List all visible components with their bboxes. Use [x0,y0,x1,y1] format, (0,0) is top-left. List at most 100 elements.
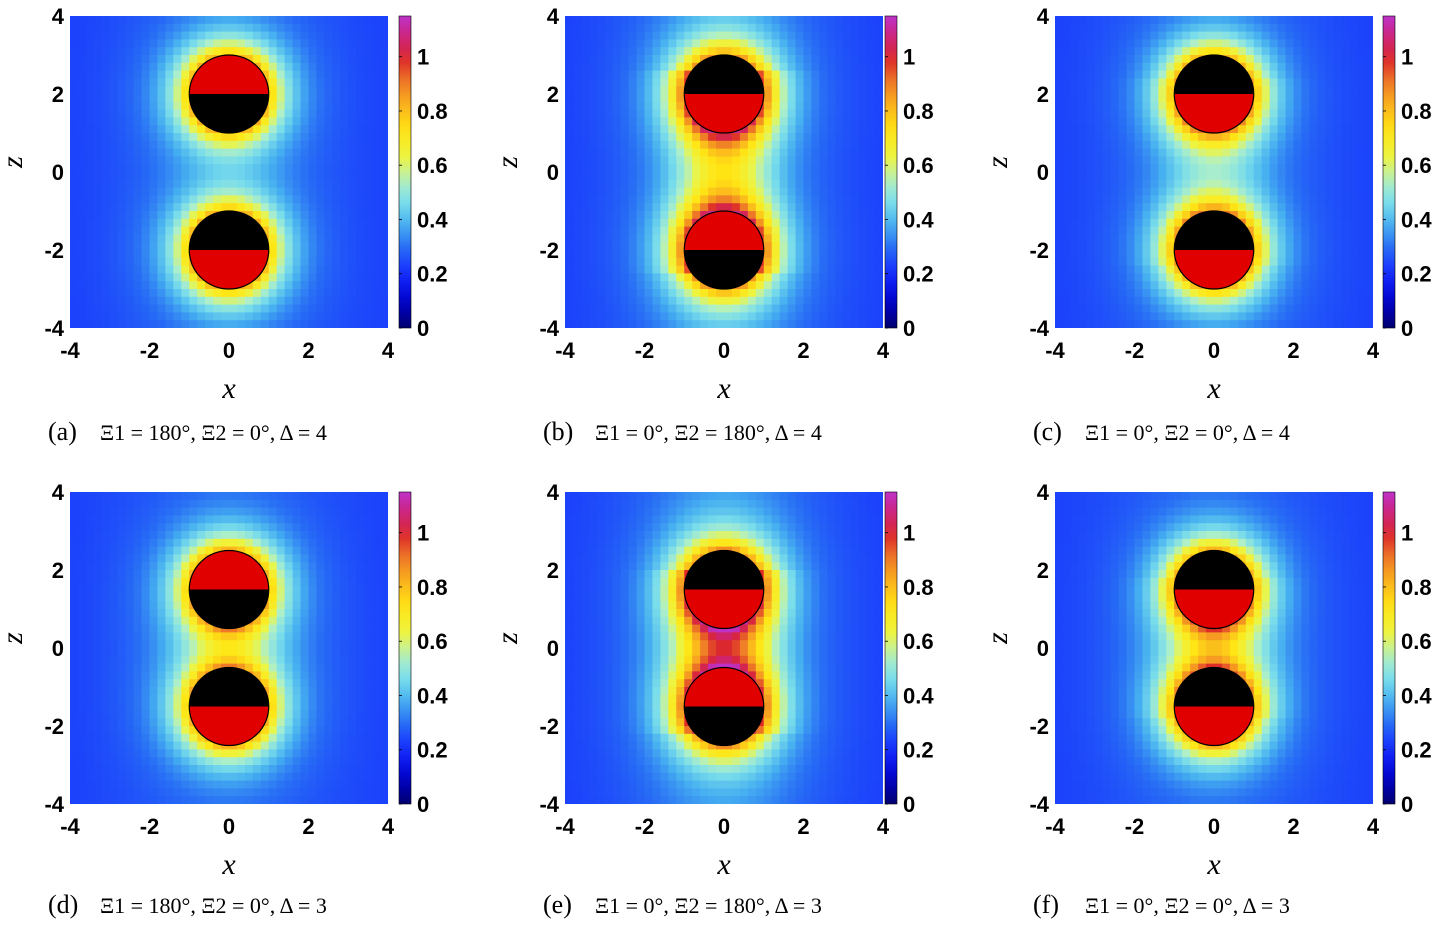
heatmap-cell [300,211,310,220]
heatmap-cell [859,133,868,142]
heatmap-cell [1309,211,1318,220]
heatmap-cell [1055,211,1064,220]
heatmap-cell [676,296,685,306]
heatmap-cell [660,140,669,150]
heatmap-cell [1110,289,1120,298]
heatmap-cell [356,39,365,48]
heatmap-cell [252,47,262,56]
heatmap-cell [348,289,357,298]
heatmap-cell [1062,78,1072,87]
heatmap-cell [109,94,119,103]
heatmap-cell [1365,148,1373,157]
heatmap-cell [731,148,741,157]
heatmap-cell [1150,164,1159,173]
heatmap-cell [628,304,638,313]
heatmap-cell [1142,164,1151,173]
heatmap-cell [1078,172,1088,181]
heatmap-cell [787,164,797,173]
heatmap-cell [787,47,797,56]
heatmap-cell [1070,55,1080,64]
heatmap-cell [1277,172,1287,181]
heatmap-cell [1229,125,1239,134]
heatmap-cell [771,156,781,165]
heatmap-cell [70,515,79,524]
heatmap-cell [739,164,749,173]
heatmap-cell [380,62,388,72]
heatmap-cell [859,265,868,274]
heatmap-cell [763,23,773,33]
heatmap-cell [771,179,781,189]
heatmap-cell [1118,148,1128,157]
heatmap-cell [604,156,614,165]
heatmap-cell [1365,164,1373,173]
heatmap-cell [165,62,174,72]
heatmap-cell [588,164,598,173]
heatmap-cell [580,265,590,274]
heatmap-cell [1301,86,1310,95]
heatmap-cell [644,39,654,48]
heatmap-cell [843,78,852,87]
heatmap-cell [1357,273,1366,282]
heatmap-cell [1261,55,1271,64]
heatmap-cell [149,47,159,56]
heatmap-cell [1094,62,1104,72]
heatmap-cell [811,265,820,274]
heatmap-cell [1182,164,1191,173]
heatmap-cell [189,179,198,189]
heatmap-cell [1253,23,1263,33]
heatmap-cell [827,273,836,282]
heatmap-cell [1365,172,1373,181]
heatmap-cell [1142,78,1151,87]
heatmap-cell [260,156,270,165]
colorbar-gradient [1382,15,1396,329]
heatmap-cell [189,187,198,196]
heatmap-cell [1293,125,1303,134]
heatmap-cell [1269,304,1279,313]
heatmap-cell [1150,218,1159,228]
heatmap-cell [851,117,860,126]
heatmap-cell [1269,265,1279,274]
heatmap-cell [316,101,325,111]
heatmap-cell [1317,211,1326,220]
heatmap-cell [596,320,606,328]
heatmap-cell [1341,78,1350,87]
heatmap-cell [565,101,574,111]
heatmap-cell [1293,86,1303,95]
heatmap-cell [620,133,630,142]
heatmap-cell [660,203,669,212]
heatmap-cell [835,242,844,251]
heatmap-cell [292,117,302,126]
heatmap-cell [221,16,230,25]
heatmap-cell [316,62,325,72]
heatmap-cell [364,172,373,181]
heatmap-cell [1174,16,1183,25]
heatmap-cell [316,86,325,95]
y-tick-label: -2 [1029,238,1049,263]
heatmap-cell [316,242,325,251]
heatmap-cell [819,250,828,259]
heatmap-cell [141,218,151,228]
heatmap-cell [580,226,590,235]
heatmap-cell [213,140,222,150]
heatmap-cell [1166,70,1175,79]
heatmap-cell [70,499,79,509]
heatmap-cell [268,164,278,173]
heatmap-cell [221,140,230,150]
heatmap-cell [292,94,302,103]
heatmap-cell [300,140,310,150]
heatmap-cell [612,101,622,111]
heatmap-cell [109,265,119,274]
heatmap-cell [70,47,79,56]
heatmap-cell [364,187,373,196]
heatmap-cell [1158,148,1167,157]
heatmap-cell [1237,39,1247,48]
heatmap-cell [205,296,214,306]
heatmap-cell [1150,172,1159,181]
heatmap-cell [572,148,582,157]
heatmap-cell [165,172,174,181]
heatmap-cell [1174,164,1183,173]
heatmap-cell [1182,156,1191,165]
heatmap-cell [324,156,333,165]
heatmap-cell [1293,179,1303,189]
heatmap-cell [85,78,95,87]
